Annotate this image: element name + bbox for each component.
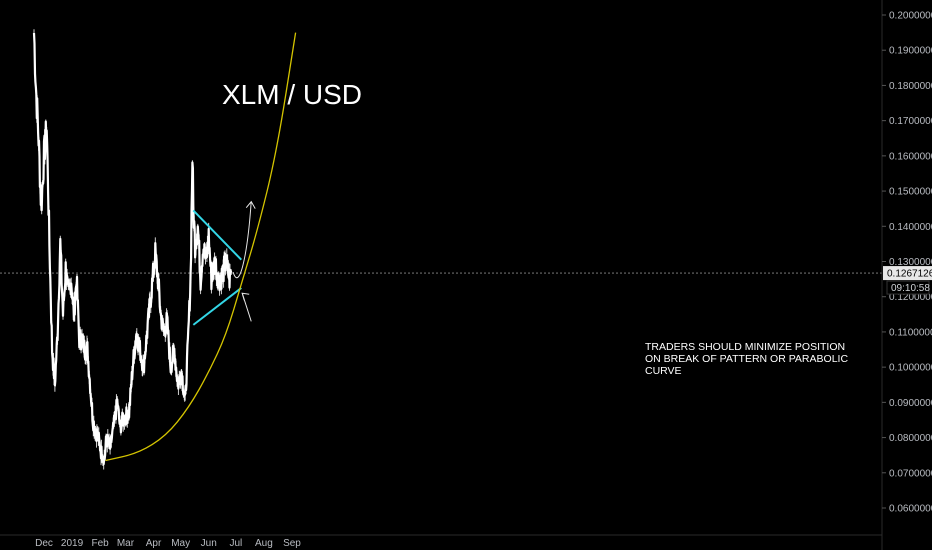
current-price-badge-bg [883,266,932,281]
y-tick-label: 0.0800000 [889,433,932,444]
annotation-line-3: CURVE [645,365,682,377]
annotation-line-1: TRADERS SHOULD MINIMIZE POSITION [645,341,845,353]
y-tick-label: 0.1100000 [889,327,932,338]
y-tick-label: 0.2000000 [889,11,932,22]
current-price-label: 0.1267126 [887,269,932,280]
current-price-badge: 0.1267126 [883,266,932,281]
countdown-label: 09:10:58 [891,283,930,294]
x-tick-label: Apr [146,538,162,549]
parabolic-curve[interactable] [105,32,297,462]
annotation: TRADERS SHOULD MINIMIZE POSITION ON BREA… [645,341,848,377]
price-axis[interactable]: 0.2000000 0.1900000 0.1800000 0.1700000 0.16… [881,0,932,550]
y-tick-label: 0.1900000 [889,46,932,57]
x-tick-label: 2019 [61,538,84,549]
triangle-lower-line[interactable] [192,287,242,326]
y-tick-label: 0.1200000 [889,292,932,303]
y-tick-label: 0.1700000 [889,116,932,127]
countdown-badge: 09:10:58 [886,280,930,295]
x-tick-label: Jul [229,538,242,549]
time-axis[interactable]: Dec 2019 Feb Mar Apr May Jun Jul Aug Sep [0,534,882,549]
x-tick-label: Mar [117,538,135,549]
price-line-series [32,32,233,466]
projection-arrow[interactable] [232,201,252,279]
price-series [32,29,233,470]
annotation-pointer-head [241,292,250,301]
y-tick-label: 0.1800000 [889,81,932,92]
x-tick-label: May [171,538,190,549]
y-tick-label: 0.0600000 [889,504,932,515]
y-tick-label: 0.1500000 [889,187,932,198]
annotation-line-2: ON BREAK OF PATTERN OR PARABOLIC [645,353,848,365]
x-tick-label: Sep [283,538,301,549]
countdown-badge-bg [886,280,930,295]
y-tick-label: 0.1600000 [889,151,932,162]
x-tick-label: Jun [201,538,217,549]
y-tick-label: 0.0700000 [889,468,932,479]
drawings [105,32,297,462]
x-tick-label: Feb [91,538,109,549]
y-tick-label: 0.1400000 [889,222,932,233]
price-wicks [33,29,232,470]
y-tick-label: 0.0900000 [889,398,932,409]
y-tick-label: 0.1300000 [889,257,932,268]
x-tick-label: Aug [255,538,273,549]
y-tick-label: 0.1000000 [889,363,932,374]
projection-arrow-head [245,200,256,209]
triangle-upper-line[interactable] [192,209,243,261]
x-tick-label: Dec [35,538,53,549]
chart-title: XLM / USD [222,79,362,110]
